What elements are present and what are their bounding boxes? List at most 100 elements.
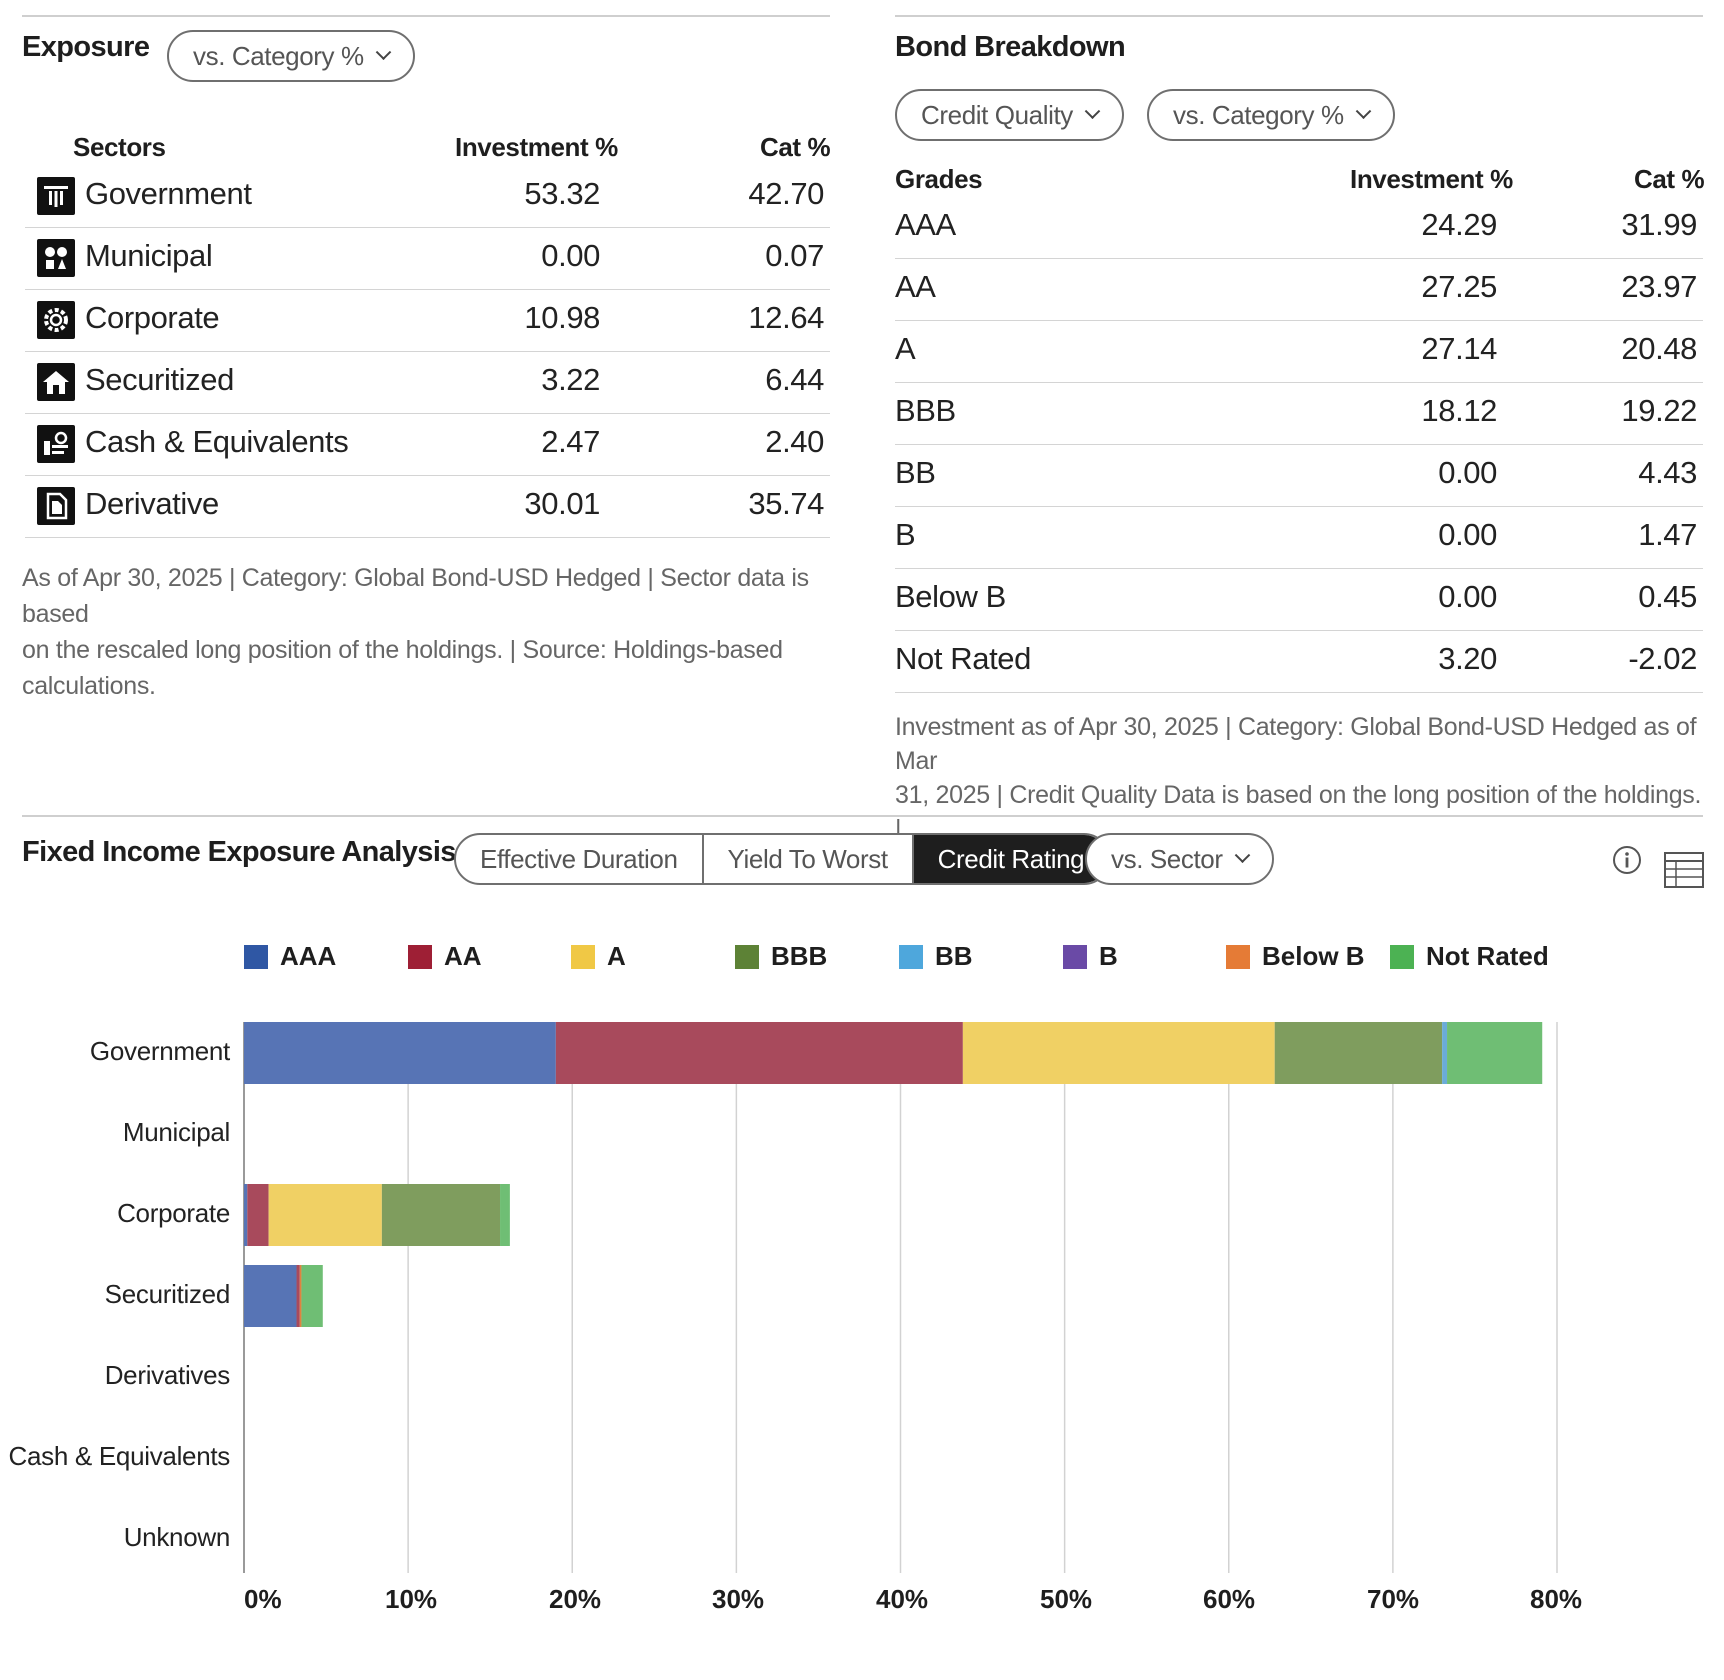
bond-investment-header: Investment %	[1350, 164, 1513, 194]
sector-cat: 2.40	[765, 424, 824, 459]
grade-investment: 24.29	[1421, 207, 1497, 242]
municipal-icon	[37, 239, 75, 277]
x-tick-label: 20%	[549, 1584, 602, 1614]
footnote-line: on the rescaled long position of the hol…	[22, 636, 783, 664]
grade-cat: 0.45	[1638, 579, 1697, 614]
bond-breakdown-title: Bond Breakdown	[895, 31, 1126, 63]
bond-top-rule	[895, 15, 1703, 17]
footnote-line: As of Apr 30, 2025 | Category: Global Bo…	[22, 564, 809, 628]
table-view-icon[interactable]	[1664, 852, 1704, 888]
sector-row-municipal: Municipal 0.00 0.07	[25, 228, 830, 290]
grade-row-not-rated: Not Rated 3.20 -2.02	[895, 631, 1703, 693]
x-tick-label: 40%	[876, 1584, 929, 1614]
exposure-cat-header: Cat %	[760, 132, 831, 162]
sector-label: Corporate	[85, 300, 220, 335]
tab-yield-to-worst[interactable]: Yield To Worst	[704, 835, 914, 883]
bar-segment[interactable]	[268, 1184, 382, 1246]
grade-label: AAA	[895, 207, 956, 242]
grade-investment: 0.00	[1438, 579, 1497, 614]
category-label: Corporate	[117, 1198, 230, 1228]
category-label: Securitized	[104, 1279, 231, 1309]
legend-label: Below B	[1262, 941, 1365, 971]
legend-item-aaa[interactable]: AAA	[244, 941, 336, 972]
bond-footnote: Investment as of Apr 30, 2025 | Category…	[895, 710, 1703, 880]
bar-segment[interactable]	[299, 1265, 302, 1327]
sector-label: Government	[85, 176, 252, 211]
grade-cat: -2.02	[1628, 641, 1697, 676]
sectors-header: Sectors	[73, 132, 166, 162]
bar-segment[interactable]	[301, 1265, 323, 1327]
x-tick-label: 80%	[1530, 1584, 1583, 1614]
sector-cat: 42.70	[748, 176, 824, 211]
x-tick-label: 70%	[1367, 1584, 1420, 1614]
grade-row-a: A 27.14 20.48	[895, 321, 1703, 383]
sector-compare-dropdown[interactable]: vs. Sector	[1085, 833, 1274, 885]
exposure-compare-dropdown[interactable]: vs. Category %	[167, 30, 415, 82]
grade-investment: 0.00	[1438, 517, 1497, 552]
sector-investment: 10.98	[524, 300, 600, 335]
exposure-investment-header: Investment %	[455, 132, 618, 162]
grade-cat: 20.48	[1621, 331, 1697, 366]
sector-cat: 12.64	[748, 300, 824, 335]
x-tick-label: 30%	[712, 1584, 765, 1614]
grades-header: Grades	[895, 164, 983, 194]
grade-label: BBB	[895, 393, 956, 428]
bar-segment[interactable]	[1442, 1022, 1448, 1084]
grade-investment: 27.14	[1421, 331, 1497, 366]
bond-compare-dropdown[interactable]: vs. Category %	[1147, 89, 1395, 141]
bar-segment[interactable]	[1274, 1022, 1443, 1084]
legend-item-b[interactable]: B	[1063, 941, 1118, 972]
bond-cat-header: Cat %	[1634, 164, 1705, 194]
legend-item-not-rated[interactable]: Not Rated	[1390, 941, 1549, 972]
legend-item-a[interactable]: A	[571, 941, 626, 972]
grade-row-bb: BB 0.00 4.43	[895, 445, 1703, 507]
grade-cat: 23.97	[1621, 269, 1697, 304]
bar-segment[interactable]	[500, 1184, 510, 1246]
legend-item-below-b[interactable]: Below B	[1226, 941, 1365, 972]
tab-effective-duration[interactable]: Effective Duration	[456, 835, 704, 883]
bar-segment[interactable]	[1447, 1022, 1543, 1084]
bar-segment[interactable]	[555, 1022, 963, 1084]
legend-item-bb[interactable]: BB	[899, 941, 973, 972]
sector-row-securitized: Securitized 3.22 6.44	[25, 352, 830, 414]
info-icon[interactable]	[1612, 845, 1642, 875]
sector-cat: 35.74	[748, 486, 824, 521]
grade-investment: 0.00	[1438, 455, 1497, 490]
grade-row-aa: AA 27.25 23.97	[895, 259, 1703, 321]
footnote-line: calculations.	[22, 672, 156, 700]
x-tick-label: 0%	[244, 1584, 282, 1614]
bar-segment[interactable]	[296, 1265, 300, 1327]
legend-swatch	[408, 944, 432, 969]
sector-row-cash: Cash & Equivalents 2.47 2.40	[25, 414, 830, 476]
credit-quality-dropdown[interactable]: Credit Quality	[895, 89, 1124, 141]
footnote-line: Investment as of Apr 30, 2025 | Category…	[895, 713, 1697, 775]
fixed-income-top-rule	[22, 815, 1703, 817]
grade-cat: 19.22	[1621, 393, 1697, 428]
sector-label: Cash & Equivalents	[85, 424, 349, 459]
grade-cat: 4.43	[1638, 455, 1697, 490]
bar-segment[interactable]	[962, 1022, 1275, 1084]
x-tick-label: 50%	[1040, 1584, 1093, 1614]
legend-swatch	[571, 944, 595, 969]
sector-row-derivative: Derivative 30.01 35.74	[25, 476, 830, 538]
legend-item-aa[interactable]: AA	[408, 941, 482, 972]
sector-investment: 2.47	[541, 424, 600, 459]
legend-item-bbb[interactable]: BBB	[735, 941, 827, 972]
legend-label: A	[607, 941, 626, 971]
sector-row-government: Government 53.32 42.70	[25, 166, 830, 228]
tab-credit-rating[interactable]: Credit Rating	[913, 835, 1109, 883]
legend-label: BB	[935, 941, 973, 971]
legend-label: AAA	[280, 941, 337, 971]
legend-label: Not Rated	[1426, 941, 1549, 971]
bar-segment[interactable]	[247, 1184, 269, 1246]
grade-label: B	[895, 517, 916, 552]
bar-segment[interactable]	[381, 1184, 501, 1246]
x-tick-label: 60%	[1203, 1584, 1256, 1614]
bar-segment[interactable]	[244, 1265, 297, 1327]
exposure-top-rule	[22, 15, 830, 17]
grade-row-bbb: BBB 18.12 19.22	[895, 383, 1703, 445]
grade-cat: 1.47	[1638, 517, 1697, 552]
bar-segment[interactable]	[244, 1184, 248, 1246]
bar-segment[interactable]	[244, 1022, 556, 1084]
legend-swatch	[244, 944, 268, 969]
